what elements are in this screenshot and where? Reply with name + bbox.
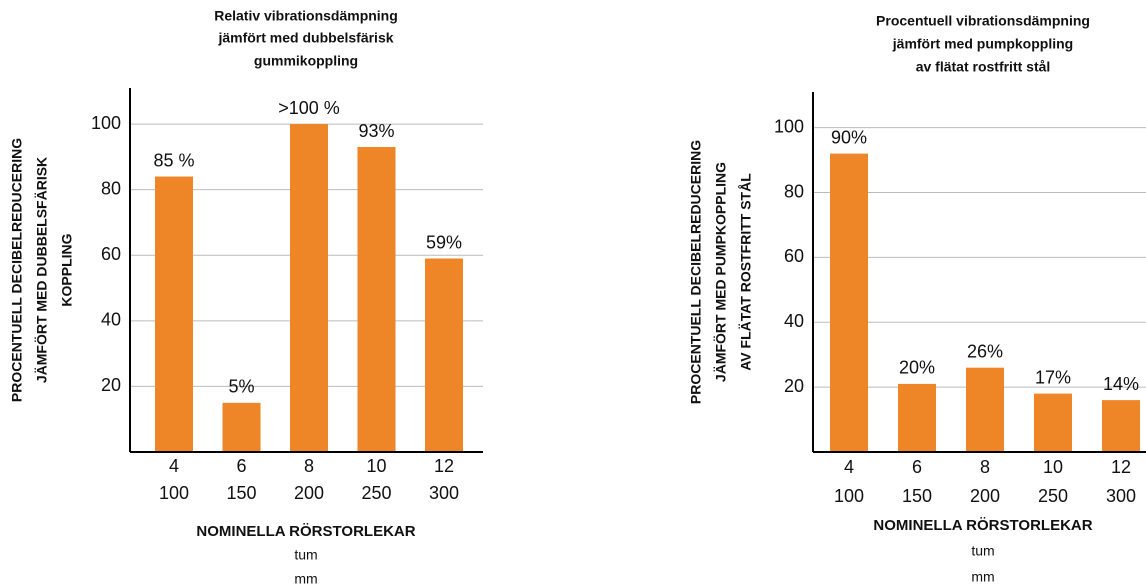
bar (425, 258, 463, 452)
bar-annotation: 85 % (153, 150, 194, 170)
bar (966, 367, 1004, 452)
x-tick-label: 4 (844, 457, 854, 477)
bar (830, 153, 868, 452)
x-tick-sublabel: 200 (970, 486, 1000, 506)
x-tick-label: 12 (434, 456, 454, 476)
x-tick-label: 6 (912, 457, 922, 477)
bar-annotation: >100 % (278, 98, 340, 118)
x-tick-label: 8 (980, 457, 990, 477)
y-tick-label: 20 (784, 376, 804, 396)
bar-annotation: 5% (228, 377, 254, 397)
x-tick-sublabel: 200 (294, 483, 324, 503)
y-axis-label: PROCENTUELL DECIBELREDUCERING (688, 140, 704, 404)
chart-title: Relativ vibrationsdämpning (214, 8, 398, 24)
x-tick-sublabel: 300 (429, 483, 459, 503)
y-tick-label: 40 (784, 311, 804, 331)
y-tick-label: 40 (101, 310, 121, 330)
y-tick-label: 100 (774, 116, 804, 136)
x-axis-label: tum (294, 547, 317, 563)
bar (290, 124, 328, 452)
bar-annotation: 90% (831, 127, 867, 147)
x-tick-sublabel: 150 (902, 486, 932, 506)
x-tick-label: 6 (236, 456, 246, 476)
x-axis-label: NOMINELLA RÖRSTORLEKAR (196, 523, 415, 540)
x-tick-sublabel: 250 (1038, 486, 1068, 506)
y-tick-label: 80 (784, 181, 804, 201)
y-axis-label: PROCENTUELL DECIBELREDUCERING (9, 138, 25, 402)
x-tick-label: 10 (1043, 457, 1063, 477)
x-tick-sublabel: 300 (1106, 486, 1136, 506)
bar (898, 383, 936, 452)
bar (1034, 393, 1072, 452)
chart-title: Procentuell vibrationsdämpning (876, 13, 1090, 29)
x-tick-sublabel: 100 (834, 486, 864, 506)
bar-annotation: 59% (426, 232, 462, 252)
x-tick-label: 8 (304, 456, 314, 476)
chart-title: jämfört med pumpkoppling (892, 36, 1073, 52)
y-tick-label: 60 (101, 244, 121, 264)
x-tick-sublabel: 100 (159, 483, 189, 503)
x-tick-label: 4 (169, 456, 179, 476)
y-tick-label: 100 (91, 113, 121, 133)
bar (1102, 400, 1140, 452)
bar-annotation: 14% (1103, 374, 1139, 394)
chart-title: av flätat rostfritt stål (916, 59, 1051, 75)
x-tick-sublabel: 150 (226, 483, 256, 503)
x-axis-label: mm (971, 569, 994, 585)
x-tick-label: 10 (366, 456, 386, 476)
x-axis-label: mm (294, 571, 317, 586)
bar-annotation: 17% (1035, 367, 1071, 387)
bar (155, 176, 193, 453)
y-axis-label: JÄMFÖRT MED DUBBELSFÄRISK (34, 157, 50, 383)
y-tick-label: 60 (784, 246, 804, 266)
y-axis-label: AV FLÄTAT ROSTFRITT STÅL (738, 173, 754, 371)
y-tick-label: 20 (101, 375, 121, 395)
bar-annotation: 93% (358, 121, 394, 141)
bar (222, 402, 261, 452)
y-tick-label: 80 (101, 178, 121, 198)
bar-annotation: 26% (967, 341, 1003, 361)
chart-title: jämfört med dubbelsfärisk (217, 30, 393, 46)
y-axis-label: JÄMFÖRT MED PUMPKOPPLING (713, 162, 729, 382)
bar (357, 147, 396, 452)
x-axis-label: NOMINELLA RÖRSTORLEKAR (873, 517, 1092, 534)
y-axis-label: KOPPLING (59, 233, 75, 306)
chart-title: gummikoppling (254, 53, 358, 69)
x-axis-label: tum (971, 543, 994, 559)
x-tick-label: 12 (1111, 457, 1131, 477)
bar-annotation: 20% (899, 358, 935, 378)
x-tick-sublabel: 250 (361, 483, 391, 503)
